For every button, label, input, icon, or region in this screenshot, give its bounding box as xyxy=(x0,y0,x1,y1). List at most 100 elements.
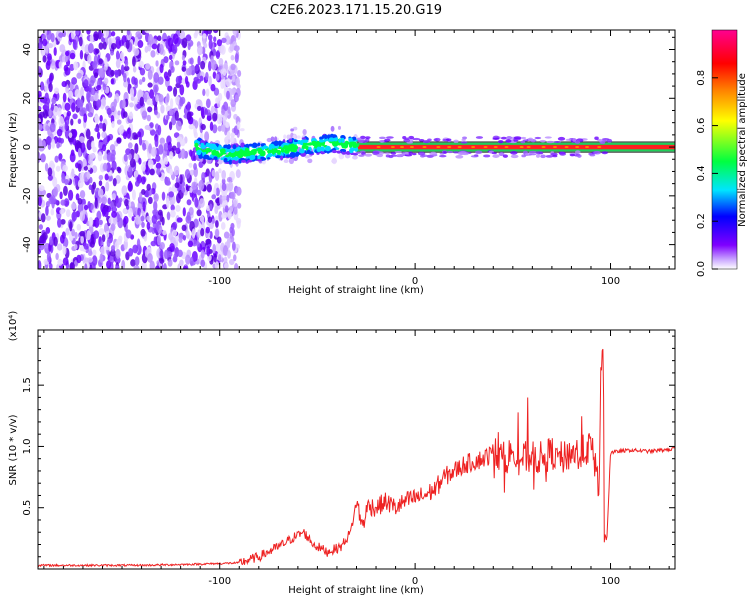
core-highlight xyxy=(471,146,476,149)
noise-blob xyxy=(115,265,120,269)
noise-blob xyxy=(155,155,161,162)
noise-blob xyxy=(141,176,146,185)
noise-blob xyxy=(128,180,133,191)
noise-blob xyxy=(154,86,158,97)
noise-blob xyxy=(49,122,56,133)
noise-blob xyxy=(77,198,83,205)
noise-blob xyxy=(39,81,45,91)
noise-blob xyxy=(181,224,187,232)
ridge-blob xyxy=(211,151,218,156)
ridge-blob xyxy=(324,134,328,140)
noise-blob xyxy=(110,69,115,77)
noise-blob xyxy=(139,96,145,107)
ridge-blob xyxy=(251,142,258,148)
band-wisp xyxy=(491,152,497,155)
noise-blob xyxy=(80,86,84,98)
ridge-blob xyxy=(295,151,300,156)
ridge-blob xyxy=(267,157,271,160)
halo-blob xyxy=(239,128,245,132)
band-wisp xyxy=(528,153,537,156)
noise-blob xyxy=(70,30,75,40)
band-wisp xyxy=(459,151,467,155)
ridge-blob xyxy=(231,159,236,164)
noise-blob xyxy=(121,185,128,196)
noise-blob xyxy=(64,102,71,112)
ridge-blob xyxy=(280,155,284,161)
noise-blob xyxy=(71,102,76,113)
noise-blob xyxy=(189,169,195,176)
noise-blob xyxy=(115,58,121,69)
spectrogram-ytick-label-0: -40 xyxy=(22,236,33,252)
noise-blob xyxy=(206,98,211,109)
noise-blob xyxy=(101,196,107,205)
noise-blob xyxy=(38,123,43,131)
noise-blob xyxy=(168,232,174,241)
noise-blob xyxy=(150,146,157,157)
noise-blob xyxy=(89,79,95,87)
noise-blob xyxy=(78,36,83,47)
noise-blob xyxy=(139,191,143,203)
ridge-blob xyxy=(334,143,339,147)
noise-blob xyxy=(230,63,236,71)
halo-blob xyxy=(304,154,310,159)
noise-blob xyxy=(98,58,103,65)
noise-blob xyxy=(95,48,100,54)
noise-blob xyxy=(135,31,142,38)
noise-blob xyxy=(111,193,116,200)
noise-blob xyxy=(79,210,86,222)
noise-blob xyxy=(115,36,121,42)
noise-blob xyxy=(193,162,197,171)
noise-blob xyxy=(46,53,52,61)
noise-blob xyxy=(71,77,78,85)
noise-blob xyxy=(170,209,176,218)
noise-blob xyxy=(86,91,91,102)
core-highlight xyxy=(447,146,452,149)
noise-blob xyxy=(137,207,141,218)
noise-blob xyxy=(123,80,129,88)
noise-blob xyxy=(54,155,59,163)
band-wisp xyxy=(589,154,596,157)
noise-blob xyxy=(58,61,63,69)
noise-blob xyxy=(94,127,100,133)
noise-blob xyxy=(98,228,105,236)
band-wisp xyxy=(447,150,453,154)
noise-blob xyxy=(138,79,143,85)
noise-blob xyxy=(63,198,70,207)
noise-blob xyxy=(94,197,98,209)
noise-blob xyxy=(94,115,100,124)
noise-blob xyxy=(216,236,222,244)
noise-blob xyxy=(236,121,241,130)
noise-blob xyxy=(189,57,194,65)
noise-blob xyxy=(235,78,240,87)
ridge-blob xyxy=(318,139,325,143)
noise-blob xyxy=(96,85,102,91)
noise-blob xyxy=(163,262,167,269)
noise-blob xyxy=(156,168,161,176)
noise-blob xyxy=(198,179,205,191)
noise-blob xyxy=(133,265,140,269)
band-wisp xyxy=(513,136,522,140)
noise-blob xyxy=(38,139,43,149)
core-highlight xyxy=(504,146,509,149)
noise-blob xyxy=(102,162,108,171)
noise-blob xyxy=(38,248,41,255)
noise-blob xyxy=(50,103,55,111)
noise-blob xyxy=(215,187,220,197)
noise-blob xyxy=(101,207,107,215)
noise-blob xyxy=(92,181,97,190)
ridge-blob xyxy=(268,145,273,150)
noise-blob xyxy=(98,174,104,181)
noise-blob xyxy=(202,88,206,97)
noise-blob xyxy=(183,265,188,269)
noise-blob xyxy=(224,205,229,213)
band-wisp xyxy=(364,153,372,157)
noise-blob xyxy=(222,78,226,89)
ridge-blob xyxy=(342,149,347,152)
colorbar-tick-label-4: 0.8 xyxy=(696,70,707,86)
noise-blob xyxy=(152,209,157,215)
noise-blob xyxy=(163,249,170,260)
noise-blob xyxy=(116,238,123,245)
band-wisp xyxy=(408,151,413,155)
noise-blob xyxy=(151,38,158,45)
noise-blob xyxy=(146,183,151,191)
